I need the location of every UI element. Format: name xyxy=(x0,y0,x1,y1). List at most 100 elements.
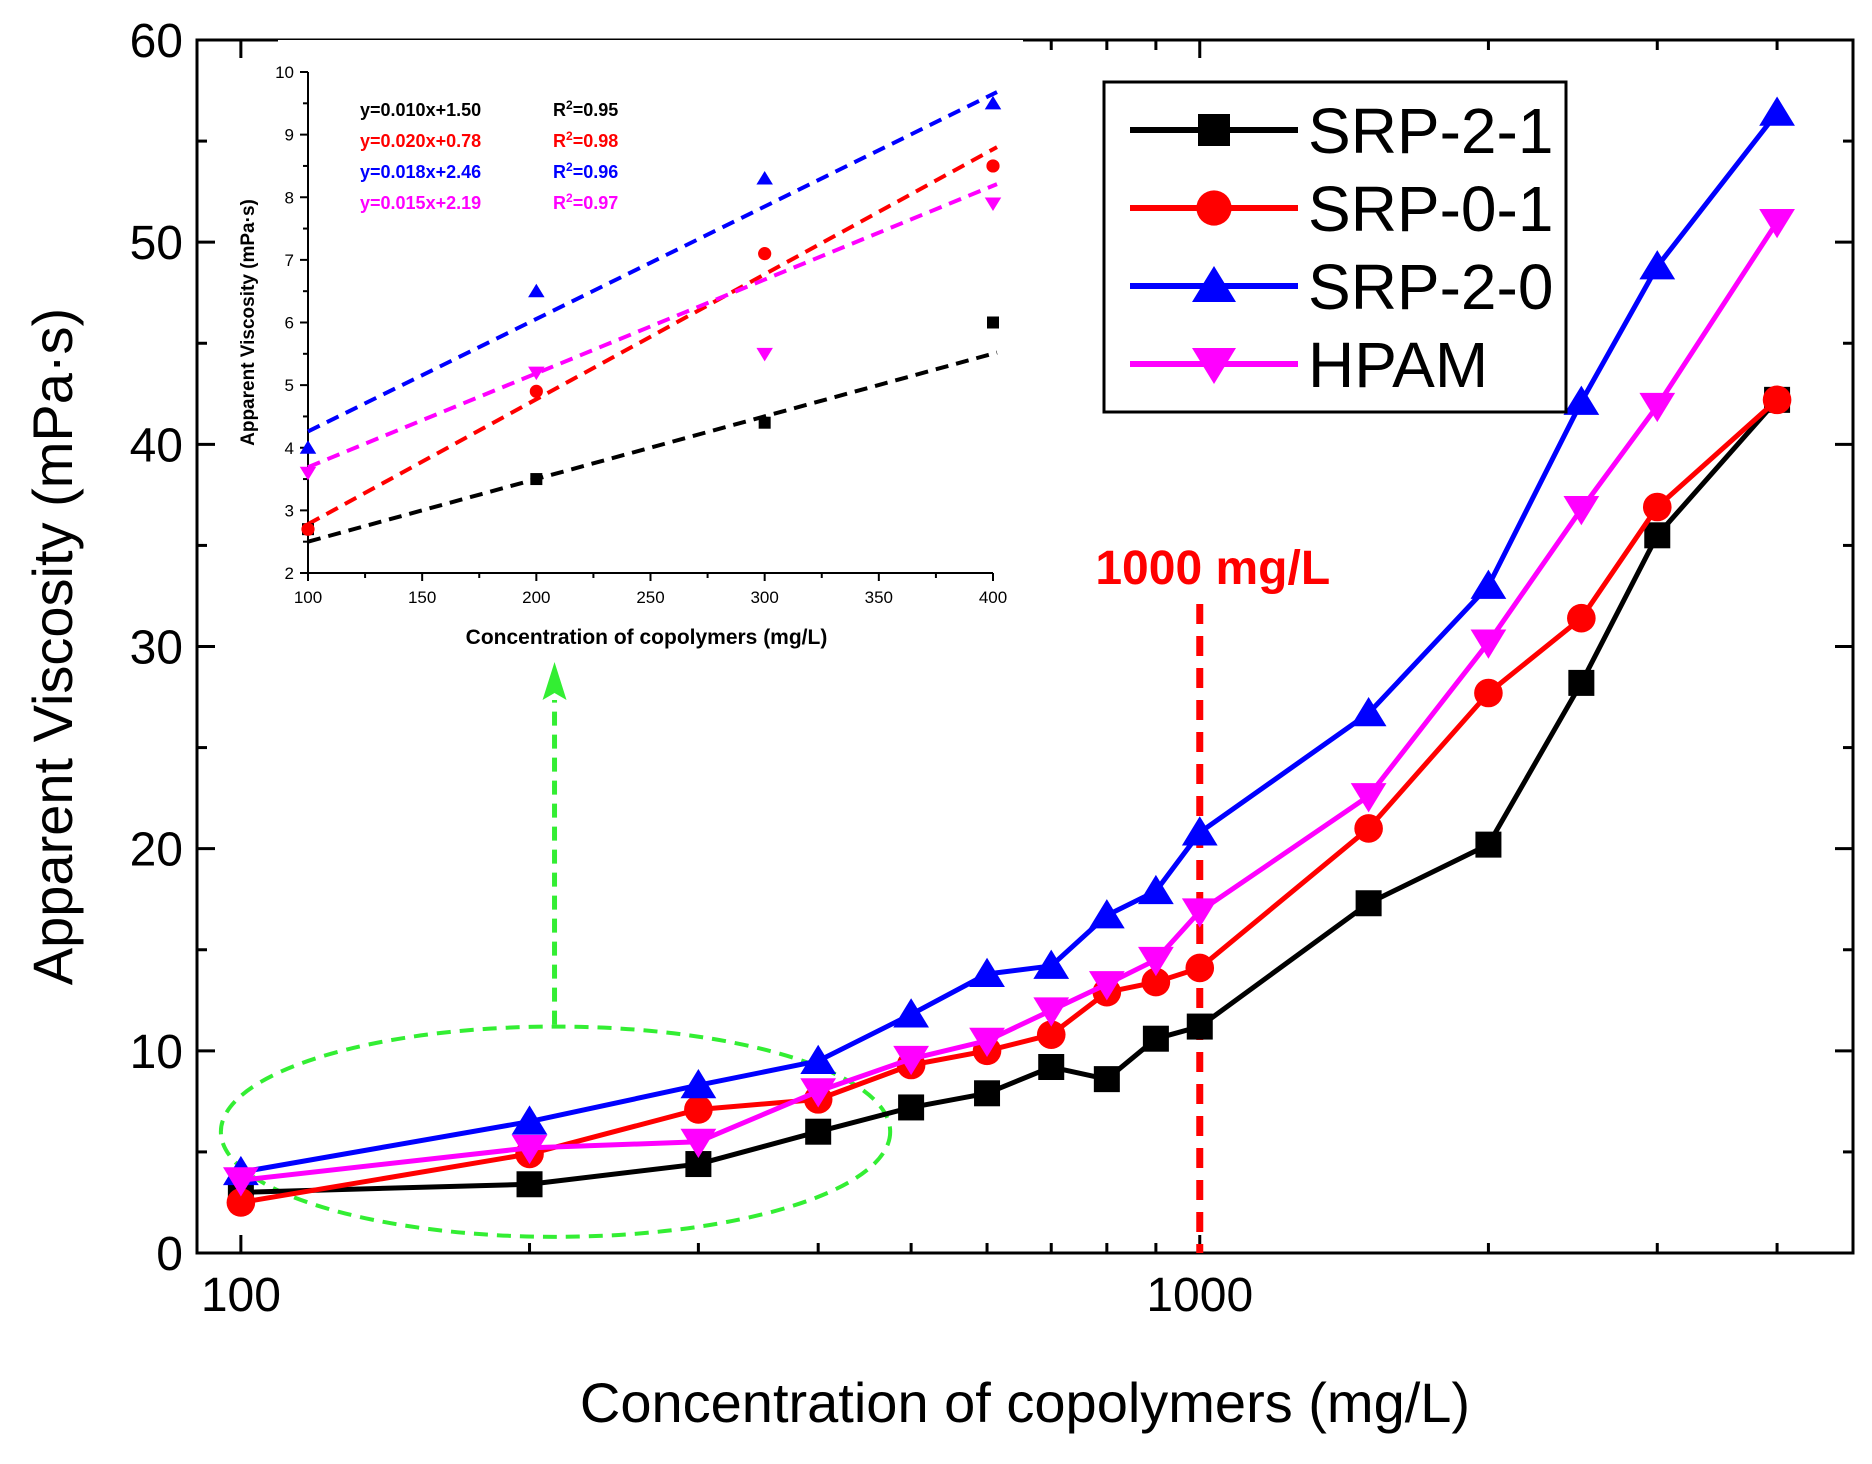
y-axis-label: Apparent Viscosity (mPa·s) xyxy=(21,308,84,985)
data-point xyxy=(1181,816,1218,846)
inset-fit-r2-letter: R xyxy=(553,193,566,213)
data-point xyxy=(1470,569,1507,599)
inset-data-point xyxy=(528,366,545,381)
inset-data-point xyxy=(984,197,1002,212)
data-point xyxy=(1759,208,1795,239)
highlight-ellipse xyxy=(218,1024,893,1239)
inset-y-tick-label: 7 xyxy=(285,251,294,270)
data-point xyxy=(800,1078,837,1108)
inset-fit-r2-value: =0.96 xyxy=(573,162,619,182)
data-point xyxy=(893,1045,929,1076)
data-point xyxy=(1181,898,1218,928)
data-point xyxy=(1036,1020,1066,1049)
inset-y-tick-label: 3 xyxy=(285,501,294,520)
data-point xyxy=(969,1027,1005,1057)
data-point xyxy=(1762,385,1792,415)
data-point xyxy=(1567,603,1596,633)
inset-fit-line xyxy=(307,145,998,526)
inset-data-point xyxy=(758,247,772,261)
inset-x-tick-label: 300 xyxy=(750,588,778,607)
data-point xyxy=(680,1128,717,1159)
inset-y-tick-label: 8 xyxy=(285,188,294,207)
data-point xyxy=(1141,967,1171,997)
inset-fit-r2: R2=0.95 xyxy=(553,98,618,120)
inset-y-tick-label: 4 xyxy=(285,439,294,458)
inset-data-point xyxy=(987,316,999,329)
x-tick-label: 100 xyxy=(201,1269,281,1322)
data-point xyxy=(1563,385,1600,415)
inset-y-tick-label: 9 xyxy=(285,126,294,145)
y-tick-label: 60 xyxy=(130,15,183,68)
inset-fit-r2-letter: R xyxy=(553,100,566,120)
inset-x-tick-label: 100 xyxy=(294,588,322,607)
data-point xyxy=(1185,953,1215,983)
data-point xyxy=(511,1105,548,1135)
data-point xyxy=(893,998,929,1028)
inset-data-point xyxy=(529,384,543,398)
inset-y-tick-label: 10 xyxy=(275,63,294,82)
y-tick-label: 50 xyxy=(130,217,183,270)
main-plot: 0 10 20 30 40 50 60 100 1000 Concentration of cop… xyxy=(21,15,1855,1434)
inset-data-point xyxy=(756,347,773,362)
data-point xyxy=(1563,496,1600,526)
inset-data-point xyxy=(528,283,545,298)
data-point xyxy=(1354,814,1383,843)
inset-fit-line xyxy=(307,182,998,470)
legend-marker xyxy=(1192,266,1236,302)
data-point xyxy=(1088,899,1125,929)
inset-x-axis-label: Concentration of copolymers (mg/L) xyxy=(466,626,828,649)
inset-y-tick-label: 5 xyxy=(285,376,294,395)
data-point xyxy=(1759,96,1795,126)
inset-data-point xyxy=(984,95,1002,110)
data-point xyxy=(1470,629,1507,659)
legend-marker xyxy=(1196,190,1232,226)
inset-fit-r2-letter: R xyxy=(553,131,566,151)
data-point xyxy=(1033,997,1070,1027)
inset-y-tick-label: 6 xyxy=(285,314,294,333)
inset-data-point xyxy=(758,416,771,429)
data-point xyxy=(516,1171,543,1198)
data-point xyxy=(1639,250,1676,280)
inset-data-point xyxy=(299,440,317,454)
inset-plot: 2 3 4 5 6 7 8 9 10 100 150 200 250 300 350 400 Concentra… xyxy=(238,40,1023,660)
inset-y-tick-label: 2 xyxy=(285,564,294,583)
data-point xyxy=(684,1095,713,1124)
data-point xyxy=(898,1094,925,1121)
inset-fit-r2-value: =0.97 xyxy=(573,193,619,213)
data-point xyxy=(805,1118,832,1145)
inset-x-tick-label: 350 xyxy=(865,588,893,607)
data-point xyxy=(1350,696,1387,727)
x-axis-label: Concentration of copolymers (mg/L) xyxy=(580,1371,1470,1434)
legend-label: HPAM xyxy=(1308,329,1488,401)
y-tick-label: 20 xyxy=(130,824,183,877)
inset-fit-line xyxy=(307,90,998,434)
inset-fit-r2: R2=0.97 xyxy=(553,191,618,213)
legend-label: SRP-0-1 xyxy=(1308,173,1553,245)
data-point xyxy=(226,1188,256,1217)
y-tick-label: 30 xyxy=(130,622,183,675)
inset-fit-r2-value: =0.95 xyxy=(573,100,619,120)
data-point xyxy=(1642,492,1672,522)
inset-x-tick-label: 400 xyxy=(979,588,1007,607)
inset-fit-r2: R2=0.96 xyxy=(553,160,618,182)
inset-fit-r2-sup: 2 xyxy=(566,160,573,174)
data-point xyxy=(1639,392,1676,423)
inset-fit-r2-sup: 2 xyxy=(566,129,573,143)
y-tick-label: 0 xyxy=(156,1228,183,1281)
data-point xyxy=(1474,678,1503,708)
data-point xyxy=(1038,1054,1065,1081)
inset-fit-equation: y=0.010x+1.50 xyxy=(360,100,481,120)
legend-label: SRP-2-0 xyxy=(1308,251,1553,323)
data-point xyxy=(680,1068,717,1099)
inset-fit-r2-sup: 2 xyxy=(566,98,573,112)
inset-x-tick-label: 150 xyxy=(408,588,436,607)
highlight-arrow-head xyxy=(542,662,567,700)
data-point xyxy=(1033,949,1070,979)
legend-marker xyxy=(1192,348,1236,384)
inset-fit-r2-letter: R xyxy=(553,162,566,182)
data-point xyxy=(1475,831,1502,858)
data-point xyxy=(1138,946,1174,977)
